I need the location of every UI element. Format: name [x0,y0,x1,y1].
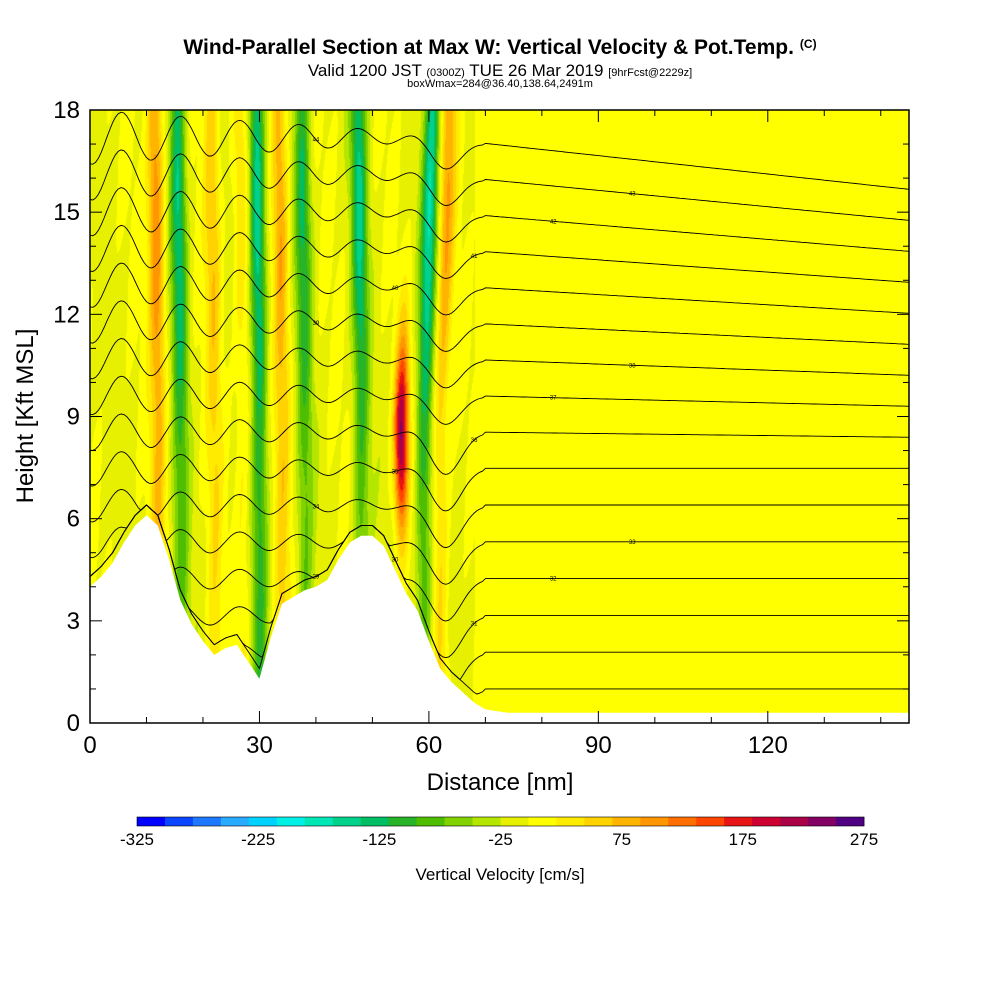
theta-contour [90,488,909,549]
theta-contour [90,504,909,681]
colorbar-border [136,816,865,827]
theta-contour-label: 35 [392,469,399,475]
colorbar-swatch [332,817,362,826]
colorbar-swatch [836,817,865,826]
theta-contour [90,504,909,659]
colorbar-swatch [220,817,250,826]
theta-contour [90,504,909,585]
y-tick-label: 18 [53,97,80,124]
theta-contour [90,338,909,389]
colorbar-swatch [528,817,557,826]
x-tick-label: 120 [748,732,788,759]
terrain [90,515,909,723]
colorbar-swatch [668,817,697,826]
colorbar-swatch [472,817,501,826]
copyright-mark: (C) [799,37,817,51]
theta-contour-label: 34 [313,505,320,511]
theta-contour-label: 39 [313,321,320,327]
theta-contour [90,413,909,475]
valid-zulu: (0300Z) [426,67,465,79]
colorbar-swatch [276,817,306,826]
colorbar-swatch [248,817,278,826]
colorbar-swatch [556,817,585,826]
colorbar-swatch [444,817,473,826]
theta-contour-label: 37 [550,396,557,402]
theta-contour [90,111,909,190]
y-tick-label: 12 [53,301,80,328]
colorbar-swatch [612,817,641,826]
colorbar-swatch [696,817,725,826]
colorbar-swatch [780,817,809,826]
colorbar-swatch [724,817,753,826]
theta-contour-label: 32 [550,577,557,583]
theta-contour [90,300,909,352]
theta-contour-label: 41 [471,254,478,260]
chart-title-text: Wind-Parallel Section at Max W: Vertical… [183,36,794,59]
theta-contour [90,149,909,221]
y-tick-label: 6 [67,506,80,533]
forecast-info: [9hrFcst@2229z] [608,67,693,79]
colorbar-swatch [137,817,166,826]
box-info: boxWmax=284@36.40,138.64,2491m [407,78,593,90]
x-axis-label: Distance [nm] [427,769,574,796]
colorbar-tick-label: 275 [850,830,878,849]
colorbar-swatch [192,817,222,826]
colorbar-swatch [808,817,837,826]
theta-contour-label: 38 [629,363,636,369]
colorbar-swatch [416,817,445,826]
colorbar-swatch [304,817,334,826]
y-axis-label: Height [Kft MSL] [12,329,39,504]
theta-contour [90,262,909,316]
colorbar-tick-label: -325 [120,830,154,849]
x-tick-label: 0 [83,732,96,759]
theta-contour-label: 33 [629,540,636,546]
theta-contour [90,224,909,283]
y-tick-label: 0 [67,710,80,737]
colorbar-swatch [500,817,529,826]
chart-title: Wind-Parallel Section at Max W: Vertical… [0,36,1000,60]
colorbar-tick-label: 175 [729,830,757,849]
y-tick-label: 15 [53,199,80,226]
velocity-field [90,110,909,723]
theta-contour-label: 31 [471,622,478,628]
theta-contour [90,187,909,252]
colorbar-swatch [388,817,418,826]
terrain-mask [90,515,909,723]
colorbar-swatch [640,817,669,826]
x-tick-label: 30 [246,732,273,759]
theta-contour [90,504,909,622]
y-tick-label: 9 [67,404,80,431]
theta-contour-label: 42 [550,219,557,225]
theta-contour-label: 44 [313,138,320,144]
valid-date: TUE 26 Mar 2019 [469,61,604,80]
theta-contour-label: 40 [392,286,399,292]
colorbar-swatch [584,817,613,826]
colorbar-swatch [164,817,194,826]
theta-contour [90,375,909,425]
colorbar-tick-label: -25 [488,830,513,849]
valid-time-line: Valid 1200 JST (0300Z) TUE 26 Mar 2019 [… [0,61,1000,81]
theta-contour-label: 43 [629,192,636,198]
colorbar-swatch [360,817,390,826]
colorbar-label: Vertical Velocity [cm/s] [415,865,584,884]
velocity-raster [90,110,909,723]
colorbar-tick-label: 75 [612,830,631,849]
x-tick-label: 90 [585,732,612,759]
y-tick-label: 3 [67,608,80,635]
colorbar-tick-label: -225 [241,830,275,849]
theta-contour-label: 29 [313,575,320,581]
colorbar: -325 -225 -125 -25 75 175 275 [120,816,878,849]
valid-prefix: Valid 1200 JST [307,61,422,80]
colorbar-tick-label: -125 [362,830,396,849]
x-tick-label: 60 [416,732,443,759]
theta-contour [90,451,909,512]
theta-contour-label: 36 [471,438,478,444]
colorbar-swatch [752,817,781,826]
